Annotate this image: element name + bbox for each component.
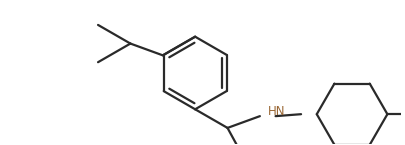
Text: HN: HN bbox=[268, 105, 285, 118]
